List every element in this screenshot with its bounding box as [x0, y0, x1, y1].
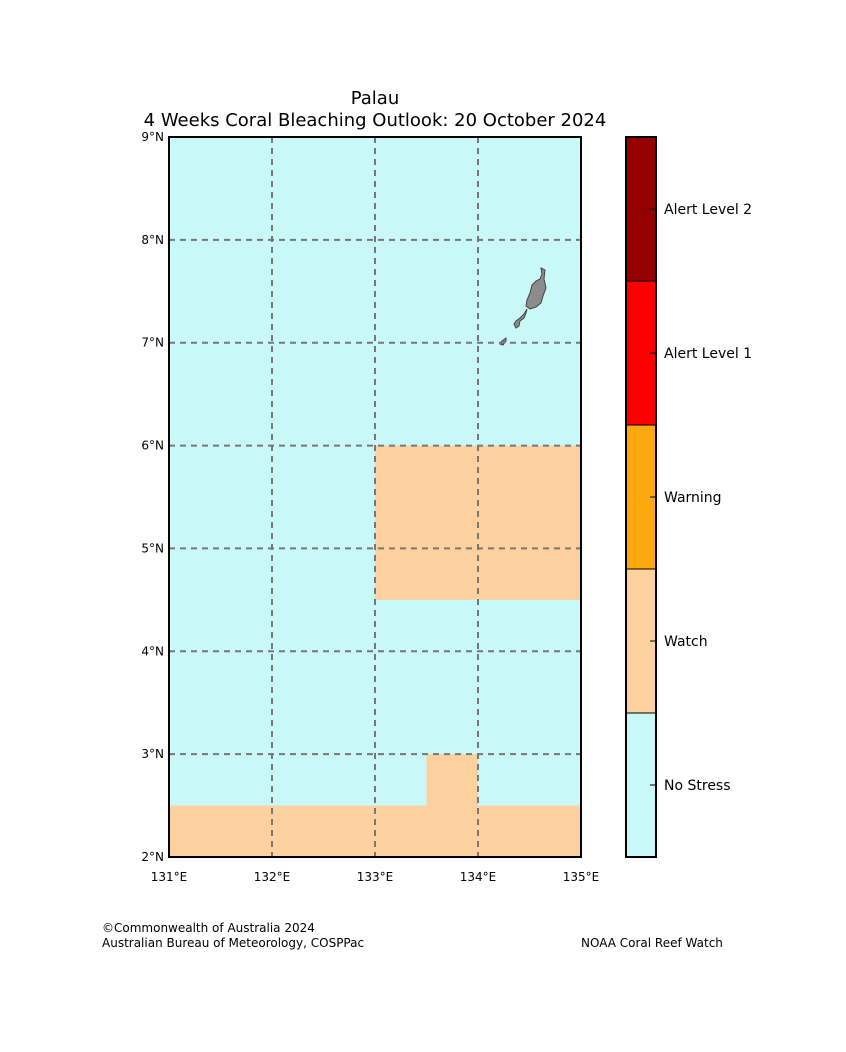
- latitude-tick-label: 8°N: [141, 233, 164, 247]
- latitude-tick-label: 9°N: [141, 130, 164, 144]
- noaa-credit: NOAA Coral Reef Watch: [581, 936, 723, 950]
- colorbar-label: Alert Level 2: [664, 202, 752, 218]
- map-subtitle: 4 Weeks Coral Bleaching Outlook: 20 Octo…: [143, 110, 607, 131]
- map-frame: [168, 136, 582, 858]
- palau-land: [499, 267, 547, 346]
- palau-southern-islands: [513, 308, 528, 329]
- latitude-tick-label: 3°N: [141, 747, 164, 761]
- longitude-tick-label: 133°E: [357, 870, 394, 884]
- longitude-tick-label: 134°E: [460, 870, 497, 884]
- colorbar-label: Alert Level 1: [664, 346, 752, 362]
- longitude-tick-label: 135°E: [563, 870, 600, 884]
- colorbar-label: Watch: [664, 634, 708, 650]
- copyright-credit: ©Commonwealth of Australia 2024 Australi…: [102, 921, 364, 951]
- colorbar: No Stress Watch Warning Alert Level 1 Alert …: [625, 136, 752, 858]
- map-title: Palau: [350, 88, 400, 109]
- agency-line: Australian Bureau of Meteorology, COSPPa…: [102, 936, 365, 950]
- latitude-tick-label: 4°N: [141, 644, 164, 658]
- graticule: [169, 137, 581, 857]
- colorbar-label: No Stress: [664, 778, 731, 794]
- latitude-tick-label: 2°N: [141, 850, 164, 864]
- longitude-tick-label: 131°E: [151, 870, 188, 884]
- palau-main-island: [525, 267, 547, 310]
- colorbar-frame: [625, 136, 657, 858]
- map-axes: 131°E 132°E 133°E 134°E 135°E 2°N 3°N 4°N 5°N 6°N…: [141, 130, 599, 884]
- latitude-tick-label: 6°N: [141, 439, 164, 453]
- watch-region-south-notch: [426, 754, 478, 806]
- colorbar-label: Warning: [664, 490, 722, 506]
- map-area: [169, 137, 581, 857]
- latitude-tick-label: 5°N: [141, 541, 164, 555]
- latitude-tick-label: 7°N: [141, 336, 164, 350]
- copyright-line: ©Commonwealth of Australia 2024: [102, 921, 315, 935]
- longitude-tick-label: 132°E: [254, 870, 291, 884]
